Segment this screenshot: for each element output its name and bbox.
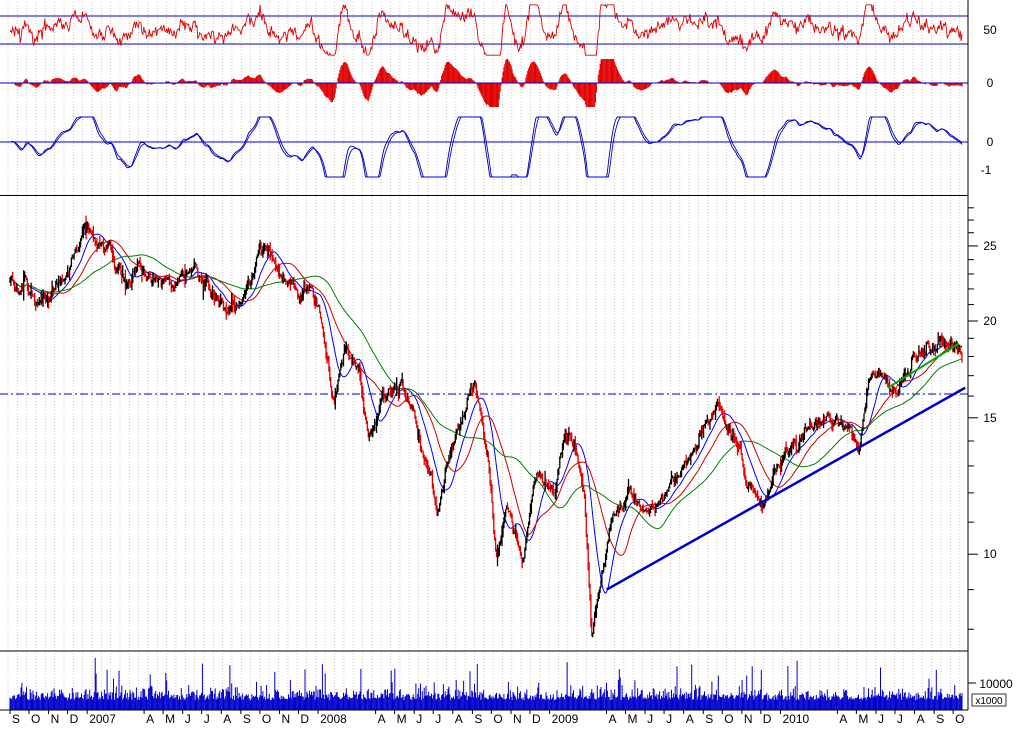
month-label: O bbox=[955, 712, 964, 726]
month-label: M bbox=[628, 712, 638, 726]
month-label: J bbox=[416, 712, 422, 726]
month-label: J bbox=[647, 712, 653, 726]
oscillator-3-panel bbox=[0, 116, 968, 178]
oscillator3-tick-label: -1 bbox=[981, 163, 992, 177]
month-label: M bbox=[165, 712, 175, 726]
oscillator-tick-label: 50 bbox=[983, 23, 997, 37]
oscillator-top-panel bbox=[0, 4, 968, 56]
oscillator-line bbox=[9, 4, 963, 56]
moving-average-line bbox=[9, 254, 963, 530]
month-label: S bbox=[12, 712, 20, 726]
month-label: 2008 bbox=[320, 712, 347, 726]
month-label: N bbox=[51, 712, 60, 726]
histogram-panel bbox=[0, 59, 968, 107]
price-tick-label: 20 bbox=[983, 314, 997, 328]
price-tick-label: 10 bbox=[983, 547, 997, 561]
month-label: A bbox=[378, 712, 386, 726]
month-label: M bbox=[858, 712, 868, 726]
histogram-tick-label: 0 bbox=[987, 76, 994, 90]
month-label: J bbox=[435, 712, 441, 726]
price-panel bbox=[0, 215, 968, 638]
month-label: D bbox=[300, 712, 309, 726]
moving-average-line bbox=[9, 239, 963, 556]
month-label: A bbox=[609, 712, 617, 726]
price-tick-label: 25 bbox=[983, 239, 997, 253]
month-label: A bbox=[686, 712, 694, 726]
month-label: J bbox=[666, 712, 672, 726]
price-tick-label: 15 bbox=[983, 411, 997, 425]
month-label: 2009 bbox=[552, 712, 579, 726]
month-label: O bbox=[724, 712, 733, 726]
month-label: O bbox=[493, 712, 502, 726]
month-label: N bbox=[744, 712, 753, 726]
month-label: A bbox=[146, 712, 154, 726]
oscillator3-tick-label: 0 bbox=[987, 135, 994, 149]
month-label: M bbox=[397, 712, 407, 726]
month-label: J bbox=[204, 712, 210, 726]
month-label: A bbox=[455, 712, 463, 726]
month-label: D bbox=[532, 712, 541, 726]
month-label: S bbox=[936, 712, 944, 726]
month-label: D bbox=[763, 712, 772, 726]
month-label: J bbox=[878, 712, 884, 726]
oscillator3-line bbox=[9, 116, 963, 178]
grid-layer bbox=[7, 2, 961, 710]
volume-unit-label: x1000 bbox=[975, 696, 1003, 707]
trendline bbox=[605, 386, 966, 591]
month-label: J bbox=[185, 712, 191, 726]
volume-tick-label: 10000 bbox=[979, 677, 1013, 691]
month-label: J bbox=[897, 712, 903, 726]
volume-panel bbox=[9, 657, 963, 710]
month-label: A bbox=[839, 712, 847, 726]
month-label: N bbox=[282, 712, 291, 726]
volume-unit-box bbox=[971, 693, 1007, 707]
month-label: O bbox=[262, 712, 271, 726]
month-label: A bbox=[917, 712, 925, 726]
moving-average-line bbox=[9, 233, 963, 594]
oscillator3-line bbox=[9, 116, 963, 178]
month-label: 2007 bbox=[89, 712, 116, 726]
month-label: S bbox=[705, 712, 713, 726]
month-label: A bbox=[223, 712, 231, 726]
month-label: S bbox=[243, 712, 251, 726]
month-label: S bbox=[474, 712, 482, 726]
month-label: N bbox=[513, 712, 522, 726]
month-label: D bbox=[70, 712, 79, 726]
trendline bbox=[887, 342, 960, 389]
month-label: 2010 bbox=[783, 712, 810, 726]
month-label: O bbox=[31, 712, 40, 726]
